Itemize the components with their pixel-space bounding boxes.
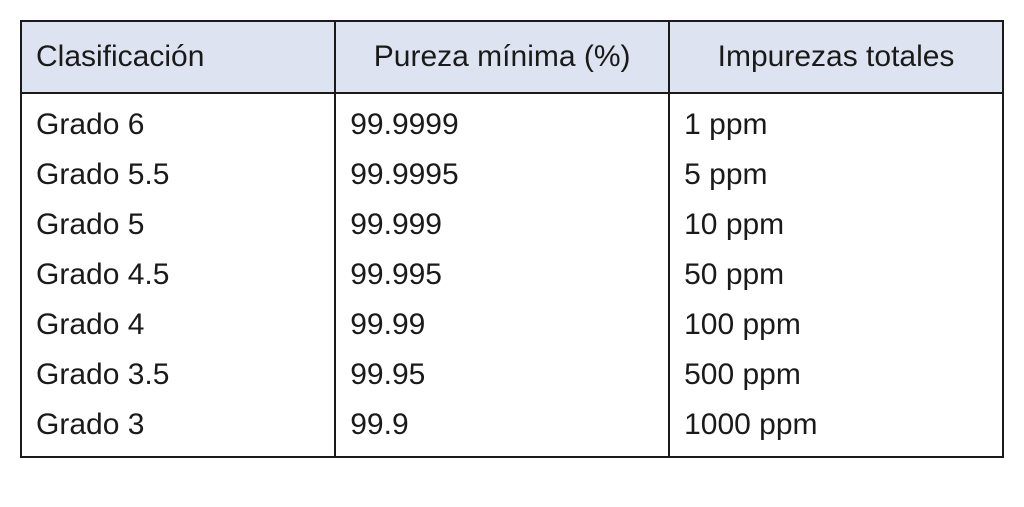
cell-pureza: 99.9995 (335, 150, 669, 200)
cell-pureza: 99.995 (335, 250, 669, 300)
table-row: Grado 5.5 99.9995 5 ppm (21, 150, 1003, 200)
cell-pureza: 99.999 (335, 200, 669, 250)
column-header-clasificacion: Clasificación (21, 21, 335, 93)
cell-clasificacion: Grado 5.5 (21, 150, 335, 200)
cell-clasificacion: Grado 5 (21, 200, 335, 250)
table-body: Grado 6 99.9999 1 ppm Grado 5.5 99.9995 … (21, 93, 1003, 457)
cell-pureza: 99.99 (335, 300, 669, 350)
cell-clasificacion: Grado 3 (21, 400, 335, 457)
cell-impurezas: 500 ppm (669, 350, 1003, 400)
cell-impurezas: 10 ppm (669, 200, 1003, 250)
cell-clasificacion: Grado 4 (21, 300, 335, 350)
table-row: Grado 3 99.9 1000 ppm (21, 400, 1003, 457)
table-header-row: Clasificación Pureza mínima (%) Impureza… (21, 21, 1003, 93)
cell-impurezas: 50 ppm (669, 250, 1003, 300)
cell-impurezas: 5 ppm (669, 150, 1003, 200)
cell-clasificacion: Grado 4.5 (21, 250, 335, 300)
column-header-impurezas: Impurezas totales (669, 21, 1003, 93)
cell-pureza: 99.9999 (335, 93, 669, 150)
cell-pureza: 99.9 (335, 400, 669, 457)
table-header: Clasificación Pureza mínima (%) Impureza… (21, 21, 1003, 93)
cell-impurezas: 100 ppm (669, 300, 1003, 350)
cell-clasificacion: Grado 6 (21, 93, 335, 150)
table-row: Grado 4 99.99 100 ppm (21, 300, 1003, 350)
cell-impurezas: 1 ppm (669, 93, 1003, 150)
purity-table-container: Clasificación Pureza mínima (%) Impureza… (20, 20, 1004, 458)
table-row: Grado 5 99.999 10 ppm (21, 200, 1003, 250)
column-header-pureza: Pureza mínima (%) (335, 21, 669, 93)
cell-pureza: 99.95 (335, 350, 669, 400)
purity-table: Clasificación Pureza mínima (%) Impureza… (20, 20, 1004, 458)
table-row: Grado 6 99.9999 1 ppm (21, 93, 1003, 150)
table-row: Grado 4.5 99.995 50 ppm (21, 250, 1003, 300)
cell-clasificacion: Grado 3.5 (21, 350, 335, 400)
cell-impurezas: 1000 ppm (669, 400, 1003, 457)
table-row: Grado 3.5 99.95 500 ppm (21, 350, 1003, 400)
